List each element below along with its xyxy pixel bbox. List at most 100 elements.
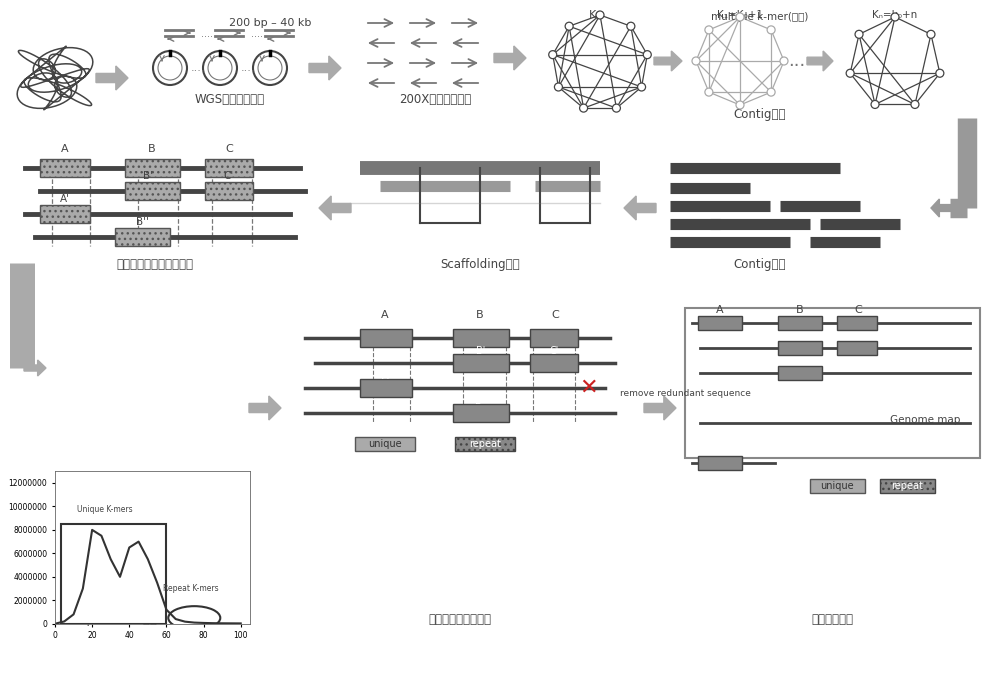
FancyBboxPatch shape <box>837 316 877 330</box>
Text: B: B <box>796 305 804 315</box>
FancyBboxPatch shape <box>453 404 509 422</box>
FancyBboxPatch shape <box>530 329 578 347</box>
Circle shape <box>554 83 562 91</box>
Text: A: A <box>716 305 724 315</box>
Text: multiple k-mer(可选): multiple k-mer(可选) <box>711 12 809 22</box>
Text: B': B' <box>143 171 153 181</box>
FancyBboxPatch shape <box>115 228 170 246</box>
Text: 200X超高深度测序: 200X超高深度测序 <box>399 93 471 106</box>
Circle shape <box>871 100 879 108</box>
FancyBboxPatch shape <box>355 437 415 451</box>
Text: K₀: K₀ <box>589 10 601 20</box>
Bar <box>61 524 166 624</box>
Text: B: B <box>148 144 156 154</box>
Text: C: C <box>854 305 862 315</box>
FancyBboxPatch shape <box>685 308 980 458</box>
FancyBboxPatch shape <box>360 329 412 347</box>
Circle shape <box>855 31 863 39</box>
Text: Scaffolding构建: Scaffolding构建 <box>440 258 520 271</box>
FancyBboxPatch shape <box>698 456 742 470</box>
FancyBboxPatch shape <box>453 354 509 372</box>
Text: ....: .... <box>251 29 263 39</box>
Text: C: C <box>225 144 233 154</box>
Text: A: A <box>381 310 389 320</box>
Text: Repeat K-mers: Repeat K-mers <box>163 584 218 593</box>
FancyBboxPatch shape <box>880 479 935 493</box>
Text: unique: unique <box>820 481 854 491</box>
Polygon shape <box>624 196 656 220</box>
Text: remove redundant sequence: remove redundant sequence <box>620 388 751 397</box>
Text: repeat: repeat <box>469 439 501 449</box>
Text: 200 bp – 40 kb: 200 bp – 40 kb <box>229 18 311 28</box>
Circle shape <box>565 22 573 31</box>
FancyBboxPatch shape <box>125 182 180 200</box>
FancyBboxPatch shape <box>455 437 515 451</box>
Circle shape <box>927 31 935 39</box>
Text: K₁=K₀+1: K₁=K₀+1 <box>717 10 763 20</box>
Polygon shape <box>931 199 953 217</box>
Text: unique: unique <box>368 439 402 449</box>
FancyBboxPatch shape <box>40 205 90 223</box>
Circle shape <box>643 51 651 59</box>
Polygon shape <box>249 396 281 420</box>
Text: A': A' <box>381 371 391 381</box>
FancyBboxPatch shape <box>698 316 742 330</box>
Circle shape <box>612 104 620 112</box>
Text: WGS测序文库构建: WGS测序文库构建 <box>195 93 265 106</box>
Circle shape <box>638 83 646 91</box>
FancyBboxPatch shape <box>778 341 822 355</box>
Circle shape <box>846 69 854 77</box>
Polygon shape <box>654 51 682 71</box>
Text: Kₙ=k₀+n: Kₙ=k₀+n <box>872 10 918 20</box>
Polygon shape <box>24 360 46 376</box>
Circle shape <box>549 51 557 59</box>
Text: ...: ... <box>788 52 806 70</box>
Polygon shape <box>807 51 833 71</box>
FancyBboxPatch shape <box>40 159 90 177</box>
Text: ....: .... <box>191 63 205 73</box>
Text: A': A' <box>715 458 725 468</box>
Circle shape <box>596 11 604 19</box>
Text: 带冗余序列的基因组图谱: 带冗余序列的基因组图谱 <box>116 258 194 271</box>
Polygon shape <box>494 46 526 70</box>
FancyBboxPatch shape <box>453 329 509 347</box>
FancyBboxPatch shape <box>530 354 578 372</box>
Text: B'': B'' <box>136 217 148 227</box>
Polygon shape <box>96 66 128 90</box>
Circle shape <box>767 88 775 96</box>
Circle shape <box>891 13 899 21</box>
FancyBboxPatch shape <box>778 366 822 380</box>
Circle shape <box>780 57 788 65</box>
FancyBboxPatch shape <box>778 316 822 330</box>
Circle shape <box>705 26 713 34</box>
Text: B': B' <box>476 346 486 356</box>
FancyBboxPatch shape <box>810 479 865 493</box>
FancyBboxPatch shape <box>837 341 877 355</box>
Text: Unique K-mer识别: Unique K-mer识别 <box>63 613 157 626</box>
Text: A': A' <box>60 194 70 204</box>
Text: repeat: repeat <box>891 481 923 491</box>
Text: ....: .... <box>241 63 255 73</box>
Text: ✕: ✕ <box>579 378 597 398</box>
Circle shape <box>936 69 944 77</box>
Circle shape <box>736 13 744 21</box>
Circle shape <box>767 26 775 34</box>
FancyBboxPatch shape <box>360 379 412 397</box>
Polygon shape <box>644 396 676 420</box>
Text: C': C' <box>549 346 559 356</box>
Circle shape <box>736 101 744 109</box>
Text: B'': B'' <box>475 396 487 406</box>
Polygon shape <box>319 196 351 220</box>
Text: B: B <box>476 310 484 320</box>
Circle shape <box>627 22 635 31</box>
Circle shape <box>705 88 713 96</box>
Polygon shape <box>309 56 341 80</box>
Text: C: C <box>551 310 559 320</box>
FancyBboxPatch shape <box>205 182 253 200</box>
FancyBboxPatch shape <box>125 159 180 177</box>
Text: C': C' <box>852 343 862 353</box>
Text: B': B' <box>795 343 805 353</box>
Text: Contig构建: Contig构建 <box>734 108 786 121</box>
Text: ....: .... <box>201 29 213 39</box>
Circle shape <box>911 100 919 108</box>
